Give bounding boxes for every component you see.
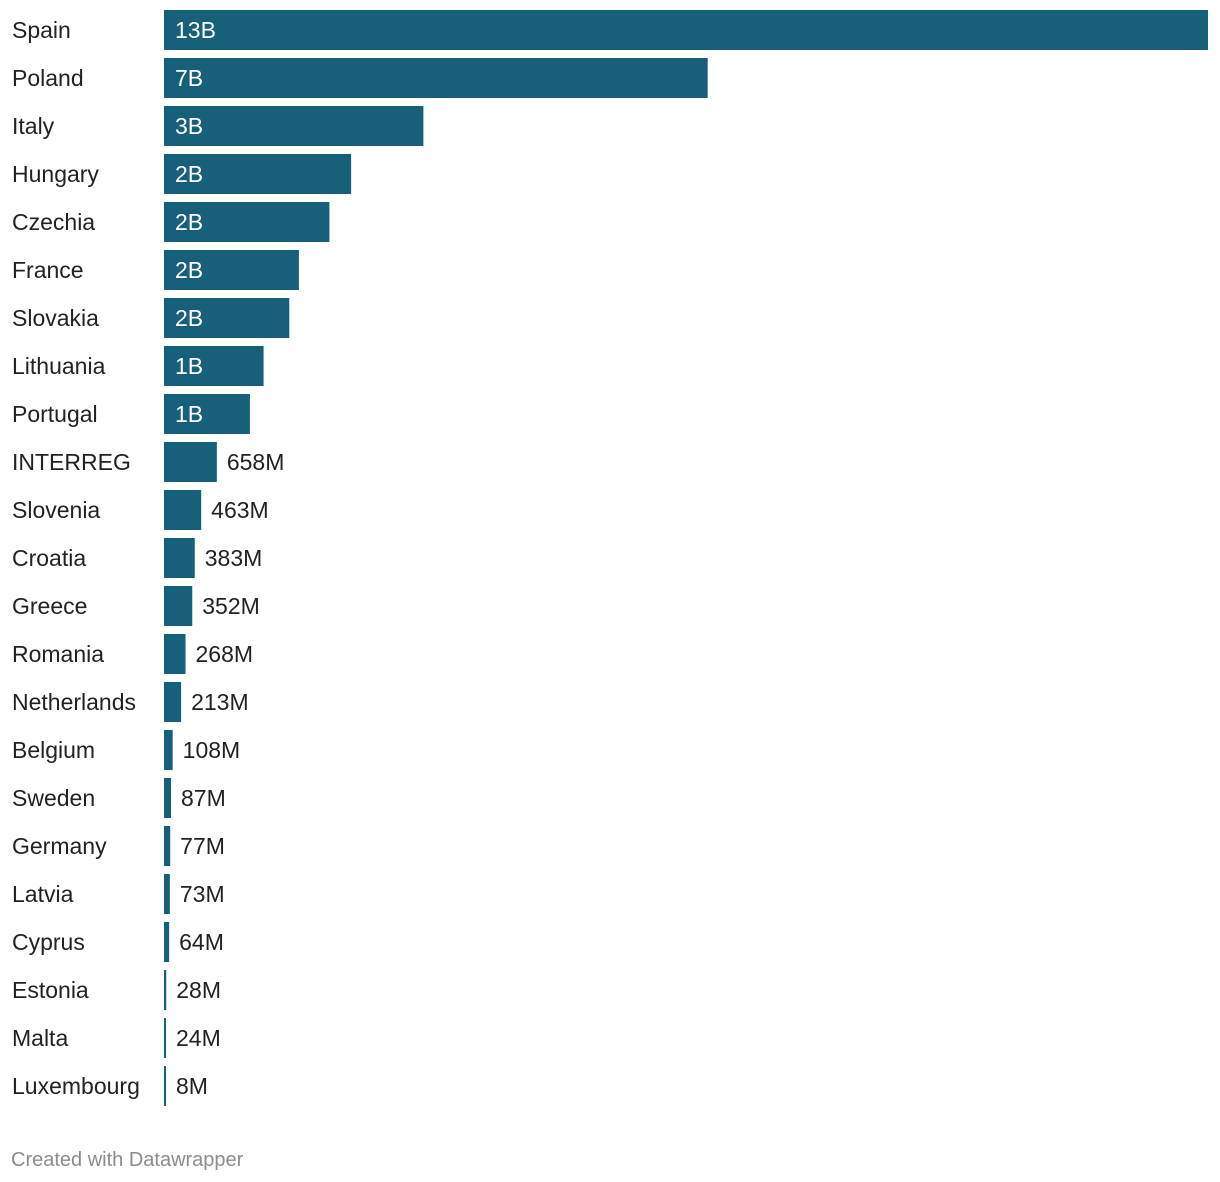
category-label-germany: Germany (12, 833, 107, 859)
data-label-romania: 268M (196, 641, 254, 667)
bar-row-greece: Greece 352M (12, 586, 260, 626)
data-label-slovenia: 463M (211, 497, 269, 523)
data-label-italy: 3B (175, 113, 203, 139)
category-label-interreg: INTERREG (12, 449, 131, 475)
category-label-netherlands: Netherlands (12, 689, 136, 715)
data-label-sweden: 87M (181, 785, 226, 811)
bar-row-netherlands: Netherlands 213M (12, 682, 249, 722)
bar-row-poland: Poland 7B (12, 58, 708, 98)
bar-row-slovenia: Slovenia 463M (12, 490, 269, 530)
bar-row-malta: Malta 24M (12, 1018, 221, 1058)
category-label-slovenia: Slovenia (12, 497, 100, 523)
category-label-poland: Poland (12, 65, 84, 91)
bar-portugal (164, 394, 250, 434)
bar-cyprus (164, 922, 170, 962)
bar-luxembourg (164, 1066, 166, 1106)
data-label-netherlands: 213M (191, 689, 249, 715)
category-label-latvia: Latvia (12, 881, 74, 907)
data-label-interreg: 658M (227, 449, 285, 475)
bar-row-germany: Germany 77M (12, 826, 225, 866)
category-label-estonia: Estonia (12, 977, 89, 1003)
bar-poland (164, 58, 708, 98)
category-label-belgium: Belgium (12, 737, 95, 763)
bar-row-luxembourg: Luxembourg 8M (12, 1066, 208, 1106)
chart-rows: Spain 13B Poland 7B Italy 3B Hungary 2B Czechia 2… (12, 10, 1208, 1106)
data-label-poland: 7B (175, 65, 203, 91)
data-label-france: 2B (175, 257, 203, 283)
data-label-germany: 77M (180, 833, 225, 859)
data-label-latvia: 73M (180, 881, 225, 907)
category-label-croatia: Croatia (12, 545, 86, 571)
category-label-slovakia: Slovakia (12, 305, 99, 331)
category-label-czechia: Czechia (12, 209, 95, 235)
category-label-luxembourg: Luxembourg (12, 1073, 140, 1099)
category-label-greece: Greece (12, 593, 87, 619)
data-label-spain: 13B (175, 17, 216, 43)
bar-row-latvia: Latvia 73M (12, 874, 225, 914)
data-label-estonia: 28M (176, 977, 221, 1003)
data-label-greece: 352M (202, 593, 260, 619)
bar-netherlands (164, 682, 182, 722)
data-label-hungary: 2B (175, 161, 203, 187)
bar-row-interreg: INTERREG 658M (12, 442, 284, 482)
data-label-croatia: 383M (205, 545, 263, 571)
data-label-cyprus: 64M (179, 929, 224, 955)
data-label-malta: 24M (176, 1025, 221, 1051)
category-label-italy: Italy (12, 113, 55, 139)
bar-italy (164, 106, 424, 146)
bar-belgium (164, 730, 173, 770)
bar-croatia (164, 538, 195, 578)
bar-hungary (164, 154, 352, 194)
category-label-lithuania: Lithuania (12, 353, 106, 379)
bar-row-lithuania: Lithuania 1B (12, 346, 264, 386)
category-label-romania: Romania (12, 641, 104, 667)
data-label-czechia: 2B (175, 209, 203, 235)
data-label-belgium: 108M (183, 737, 241, 763)
bar-lithuania (164, 346, 264, 386)
bar-slovakia (164, 298, 290, 338)
bar-row-portugal: Portugal 1B (12, 394, 250, 434)
data-label-portugal: 1B (175, 401, 203, 427)
bar-sweden (164, 778, 171, 818)
bar-row-sweden: Sweden 87M (12, 778, 226, 818)
bar-row-romania: Romania 268M (12, 634, 253, 674)
bar-estonia (164, 970, 167, 1010)
bar-slovenia (164, 490, 202, 530)
category-label-malta: Malta (12, 1025, 68, 1051)
data-label-lithuania: 1B (175, 353, 203, 379)
bar-latvia (164, 874, 170, 914)
bar-row-estonia: Estonia 28M (12, 970, 221, 1010)
bar-row-cyprus: Cyprus 64M (12, 922, 224, 962)
bar-czechia (164, 202, 330, 242)
bar-greece (164, 586, 193, 626)
category-label-portugal: Portugal (12, 401, 98, 427)
bar-row-czechia: Czechia 2B (12, 202, 330, 242)
bar-france (164, 250, 299, 290)
category-label-hungary: Hungary (12, 161, 99, 187)
bar-row-croatia: Croatia 383M (12, 538, 262, 578)
bar-malta (164, 1018, 166, 1058)
bar-germany (164, 826, 171, 866)
bar-row-hungary: Hungary 2B (12, 154, 352, 194)
data-label-luxembourg: 8M (176, 1073, 208, 1099)
bar-row-italy: Italy 3B (12, 106, 424, 146)
category-label-cyprus: Cyprus (12, 929, 85, 955)
bar-spain (164, 10, 1208, 50)
bar-interreg (164, 442, 217, 482)
bar-row-belgium: Belgium 108M (12, 730, 240, 770)
bar-romania (164, 634, 186, 674)
footer-credit: Created with Datawrapper (11, 1149, 244, 1171)
category-label-sweden: Sweden (12, 785, 95, 811)
bar-row-france: France 2B (12, 250, 299, 290)
bar-row-spain: Spain 13B (12, 10, 1208, 50)
data-label-slovakia: 2B (175, 305, 203, 331)
category-label-spain: Spain (12, 17, 71, 43)
category-label-france: France (12, 257, 84, 283)
bar-row-slovakia: Slovakia 2B (12, 298, 290, 338)
